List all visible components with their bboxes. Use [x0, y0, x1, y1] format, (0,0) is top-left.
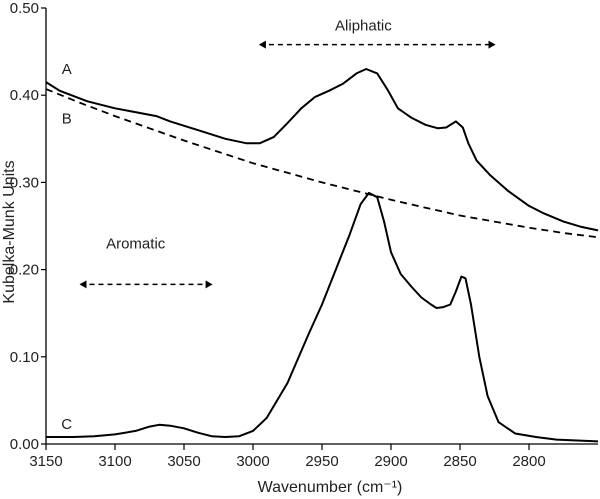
aliphatic-label: Aliphatic — [335, 17, 392, 34]
x-tick-label: 2900 — [374, 453, 407, 470]
series-line-a — [45, 68, 599, 232]
axes-group: 3150 3100 3050 3000 2950 2900 2850 2800 0.00 0.10… — [10, 0, 598, 470]
annotation-layer: Aliphatic Aromatic A B C — [61, 17, 496, 433]
x-tick-label: 3000 — [236, 453, 269, 470]
series-line-c — [46, 191, 599, 443]
x-tick-label: 2950 — [305, 453, 338, 470]
aromatic-label: Aromatic — [106, 235, 166, 252]
x-tick-label: 3150 — [29, 453, 62, 470]
y-tick-label: 0.10 — [10, 349, 39, 366]
y-tick-label: 0.30 — [10, 174, 39, 191]
x-axis-label: Wavenumber (cm⁻¹) — [258, 479, 403, 496]
y-tick-label: 0.00 — [10, 436, 39, 453]
curve-label-a: A — [62, 61, 72, 78]
y-tick-label: 0.50 — [10, 0, 39, 17]
curve-label-c: C — [61, 416, 72, 433]
x-tick-label: 2800 — [512, 453, 545, 470]
y-axis-label: Kubelka-Munk Units — [1, 160, 18, 303]
y-tick-label: 0.40 — [10, 87, 39, 104]
x-tick-label: 3100 — [98, 453, 131, 470]
y-tick-label: 0.20 — [10, 262, 39, 279]
series-layer — [45, 68, 599, 443]
curve-label-b: B — [62, 111, 72, 128]
series-line-b — [45, 88, 599, 239]
x-tick-label: 2850 — [443, 453, 476, 470]
x-tick-label: 3050 — [167, 453, 200, 470]
